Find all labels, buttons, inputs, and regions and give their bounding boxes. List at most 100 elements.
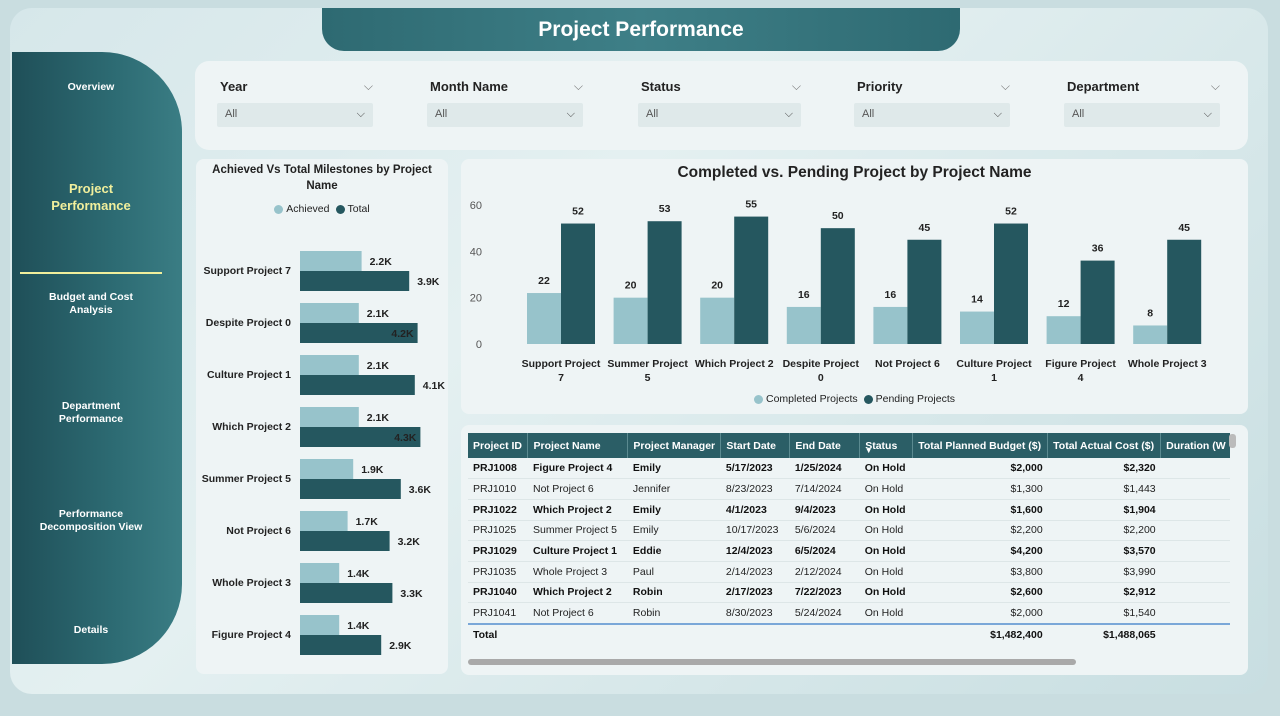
table-cell: $2,912 (1047, 582, 1161, 604)
table-cell: Robin (627, 582, 721, 604)
chevron-down-icon: ⌵ (993, 108, 1002, 120)
bar-achieved (300, 459, 354, 479)
y-tick-label: 60 (470, 200, 482, 212)
column-header-end-date[interactable]: End Date (789, 433, 861, 458)
bar-pending (647, 221, 682, 344)
nav-overview[interactable]: Overview (67, 81, 115, 93)
filter-label: Year (220, 79, 248, 94)
table-row[interactable]: PRJ1008 Figure Project 4 Emily 5/17/2023 1/2… (468, 458, 1230, 480)
table-cell: $1,540 (1047, 602, 1161, 624)
table-cell: PRJ1008 (468, 458, 528, 480)
table-total-row: Total $1,482,400 $1,488,065 (468, 622, 1230, 646)
bar-completed (960, 311, 994, 344)
year-dropdown[interactable]: All ⌵ (217, 103, 373, 127)
legend-item-total[interactable]: Total (335, 203, 370, 215)
bar-pending (561, 223, 595, 344)
category-label: Culture Project (956, 358, 1032, 370)
table-row[interactable]: PRJ1035 Whole Project 3 Paul 2/14/2023 2/12/… (468, 561, 1230, 583)
filter-month-name: Month Name ⌵ All ⌵ (427, 79, 583, 127)
table-cell (1160, 561, 1230, 583)
column-header-total-planned-budget[interactable]: Total Planned Budget ($) (912, 433, 1049, 458)
column-header-start-date[interactable]: Start Date (720, 433, 791, 458)
nav-performance-decomposition-view[interactable]: Performance Decomposition View (39, 508, 143, 533)
chevron-down-icon[interactable]: ⌵ (1000, 79, 1010, 93)
legend-item-completed[interactable]: Completed Projects (753, 393, 858, 405)
legend-item-achieved[interactable]: Achieved (274, 203, 330, 215)
table-cell: 1/25/2024 (789, 458, 860, 480)
horizontal-scrollbar[interactable] (468, 659, 1076, 665)
y-tick-label: 0 (476, 339, 482, 351)
table-cell: $2,320 (1047, 458, 1161, 480)
table-cell: 7/14/2024 (789, 478, 860, 500)
data-label: 22 (538, 275, 550, 287)
data-label: 2.2K (370, 256, 393, 268)
category-label: Support Project (522, 358, 601, 370)
table-row[interactable]: PRJ1025 Summer Project 5 Emily 10/17/2023 5/… (468, 520, 1230, 542)
y-tick-label: 20 (470, 293, 482, 305)
column-header-project-id[interactable]: Project ID (468, 433, 529, 458)
column-header-status[interactable]: Status ▼ (859, 433, 914, 458)
table-cell: Robin (627, 602, 721, 624)
table-cell: $3,800 (912, 561, 1048, 583)
chevron-down-icon: ⌵ (1203, 108, 1212, 120)
bar-achieved (300, 251, 362, 271)
data-label: 3.2K (398, 536, 421, 548)
nav-budget-and-cost-analysis[interactable]: Budget and Cost Analysis (49, 291, 133, 316)
bar-completed (613, 297, 648, 344)
data-label: 1.9K (361, 464, 384, 476)
data-label: 45 (1178, 222, 1190, 234)
vertical-scrollbar[interactable] (1229, 434, 1236, 448)
chevron-down-icon: ⌵ (356, 108, 365, 120)
category-label: Culture Project 1 (207, 369, 291, 381)
column-header-total-actual-cost[interactable]: Total Actual Cost ($) (1047, 433, 1162, 458)
dropdown-value: All (862, 108, 875, 120)
table-cell: On Hold (859, 561, 913, 583)
table-row[interactable]: PRJ1010 Not Project 6 Jennifer 8/23/2023 7/1… (468, 478, 1230, 500)
bar-achieved (300, 615, 340, 635)
table-row[interactable]: PRJ1040 Which Project 2 Robin 2/17/2023 7/22… (468, 582, 1230, 604)
table-cell: $1,904 (1047, 499, 1161, 521)
data-label: 20 (625, 280, 637, 292)
data-label: 1.4K (347, 568, 370, 580)
active-nav-indicator (20, 272, 162, 274)
column-header-project-manager[interactable]: Project Manager (627, 433, 722, 458)
data-label: 2.9K (389, 640, 412, 652)
table-row[interactable]: PRJ1029 Culture Project 1 Eddie 12/4/2023 6/… (468, 540, 1230, 562)
table-cell (720, 622, 790, 646)
completed-pending-chart-panel: Completed vs. Pending Project by Project… (461, 159, 1248, 414)
table-cell: Not Project 6 (527, 478, 628, 500)
table-cell: Figure Project 4 (527, 458, 628, 480)
table-row[interactable]: PRJ1041 Not Project 6 Robin 8/30/2023 5/24/2… (468, 602, 1230, 624)
chevron-down-icon[interactable]: ⌵ (363, 79, 373, 93)
status-dropdown[interactable]: All ⌵ (638, 103, 801, 127)
table-cell: 12/4/2023 (720, 540, 790, 562)
data-label: 1.7K (356, 516, 379, 528)
data-label: 2.1K (367, 412, 390, 424)
legend-item-pending[interactable]: Pending Projects (863, 393, 955, 405)
table-cell: Which Project 2 (527, 582, 628, 604)
department-dropdown[interactable]: All ⌵ (1064, 103, 1220, 127)
bar-total (300, 323, 418, 343)
table-cell: $1,300 (912, 478, 1048, 500)
category-label: Summer Project 5 (202, 473, 291, 485)
chevron-down-icon[interactable]: ⌵ (1210, 79, 1220, 93)
bar-completed (700, 297, 735, 344)
chevron-down-icon: ⌵ (784, 108, 793, 120)
chevron-down-icon[interactable]: ⌵ (573, 79, 583, 93)
column-header-duration[interactable]: Duration (W (1160, 433, 1230, 458)
month-name-dropdown[interactable]: All ⌵ (427, 103, 583, 127)
table-cell (1160, 499, 1230, 521)
category-label: Which Project 2 (695, 358, 774, 370)
priority-dropdown[interactable]: All ⌵ (854, 103, 1010, 127)
column-header-project-name[interactable]: Project Name (527, 433, 629, 458)
legend-swatch (753, 394, 763, 404)
data-label: 36 (1092, 243, 1104, 255)
table-row[interactable]: PRJ1022 Which Project 2 Emily 4/1/2023 9/4/2… (468, 499, 1230, 521)
nav-department-performance[interactable]: Department Performance (58, 400, 124, 425)
nav-details[interactable]: Details (73, 624, 109, 636)
nav-project-performance[interactable]: Project Performance (51, 181, 131, 213)
chevron-down-icon[interactable]: ⌵ (791, 79, 801, 93)
data-label: 3.6K (409, 484, 432, 496)
projects-table: Project ID Project Name Project Manager … (468, 433, 1230, 646)
category-label: Whole Project 3 (1128, 358, 1207, 370)
